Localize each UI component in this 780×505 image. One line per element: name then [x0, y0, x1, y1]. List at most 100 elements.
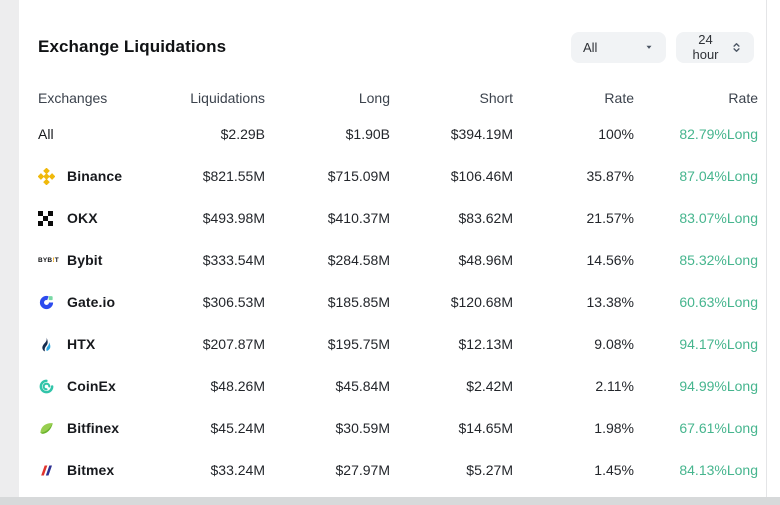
chevron-updown-icon [731, 41, 742, 54]
column-header-long: Long [358, 90, 390, 106]
short-value: $2.42M [466, 378, 513, 394]
rate-value: 100% [598, 126, 634, 142]
long-value: $45.84M [335, 378, 390, 394]
table-row[interactable]: CoinEx $48.26M $45.84M $2.42M 2.11% 94.99%Lon… [38, 365, 758, 407]
exchange-name: Gate.io [67, 294, 116, 310]
long-value: $284.58M [327, 252, 390, 268]
coinex-icon [38, 377, 58, 395]
exchange-cell: OKX [38, 209, 148, 227]
column-header-long-rate: Rate [728, 90, 758, 106]
card-header: Exchange Liquidations All 24 hour [38, 31, 758, 63]
long-rate-value: 67.61%Long [679, 420, 758, 436]
long-rate-value: 85.32%Long [679, 252, 758, 268]
column-header-exchanges: Exchanges [38, 90, 108, 106]
page-right-divider [766, 0, 767, 505]
long-rate-value: 60.63%Long [679, 294, 758, 310]
gate-icon [38, 293, 58, 311]
rate-value: 14.56% [586, 252, 634, 268]
long-value: $410.37M [327, 210, 390, 226]
bitfinex-icon [38, 419, 58, 437]
timeframe-filter-dropdown[interactable]: 24 hour [676, 31, 754, 63]
long-rate-value: 83.07%Long [679, 210, 758, 226]
short-value: $12.13M [458, 336, 513, 352]
long-rate-value: 84.13%Long [679, 462, 758, 478]
table-row[interactable]: Binance $821.55M $715.09M $106.46M 35.87% 87.… [38, 155, 758, 197]
rate-value: 9.08% [594, 336, 634, 352]
exchange-name: Bitmex [67, 462, 115, 478]
exchange-name: OKX [67, 210, 98, 226]
long-value: $30.59M [335, 420, 390, 436]
symbol-filter-dropdown[interactable]: All [571, 31, 666, 63]
liquidations-value: $45.24M [210, 420, 265, 436]
bybit-icon: BYB!T [38, 256, 59, 264]
long-rate-value: 82.79%Long [679, 126, 758, 142]
page-left-gutter [0, 0, 19, 505]
bitmex-icon [38, 461, 58, 479]
long-rate-value: 94.17%Long [679, 336, 758, 352]
table-row[interactable]: OKX $493.98M $410.37M $83.62M 21.57% 83.07%Lo… [38, 197, 758, 239]
rate-value: 1.98% [594, 420, 634, 436]
rate-value: 2.11% [595, 378, 634, 394]
rate-value: 35.87% [586, 168, 634, 184]
table-row[interactable]: Bitfinex $45.24M $30.59M $14.65M 1.98% 67.61%… [38, 407, 758, 449]
short-value: $106.46M [450, 168, 513, 184]
long-rate-value: 94.99%Long [679, 378, 758, 394]
table-body: All $2.29B $1.90B $394.19M 100% 82.79%Long Bin… [38, 113, 758, 491]
column-header-short: Short [479, 90, 513, 106]
column-header-rate: Rate [604, 90, 634, 106]
symbol-filter-value: All [583, 39, 598, 55]
short-value: $48.96M [458, 252, 513, 268]
table-row[interactable]: BYB!T Bybit $333.54M $284.58M $48.96M 14.56% 8… [38, 239, 758, 281]
exchange-cell: Bitfinex [38, 419, 148, 437]
liquidations-value: $33.24M [210, 462, 265, 478]
exchange-name: All [38, 126, 54, 142]
page-title: Exchange Liquidations [38, 37, 227, 56]
liquidations-value: $306.53M [202, 294, 265, 310]
column-header-liquidations: Liquidations [190, 90, 265, 106]
exchange-name: Bitfinex [67, 420, 120, 436]
long-value: $27.97M [335, 462, 390, 478]
exchange-cell: BYB!T Bybit [38, 251, 148, 269]
rate-value: 13.38% [586, 294, 634, 310]
page-bottom-edge [0, 497, 780, 505]
exchange-cell: Binance [38, 167, 148, 185]
exchange-cell: All [38, 126, 148, 142]
short-value: $83.62M [458, 210, 513, 226]
long-value: $195.75M [327, 336, 390, 352]
table-row[interactable]: All $2.29B $1.90B $394.19M 100% 82.79%Long [38, 113, 758, 155]
table-row[interactable]: Bitmex $33.24M $27.97M $5.27M 1.45% 84.13%Lon… [38, 449, 758, 491]
rate-value: 21.57% [586, 210, 634, 226]
long-value: $1.90B [345, 126, 390, 142]
short-value: $14.65M [458, 420, 513, 436]
binance-icon [38, 167, 58, 185]
chevron-down-icon [644, 42, 654, 52]
short-value: $394.19M [450, 126, 513, 142]
liquidations-value: $821.55M [202, 168, 265, 184]
liquidations-value: $2.29B [220, 126, 265, 142]
long-value: $185.85M [327, 294, 390, 310]
okx-icon [38, 209, 58, 227]
table-header-row: Exchanges Liquidations Long Short Rate R… [38, 83, 758, 113]
liquidations-value: $333.54M [202, 252, 265, 268]
exchange-cell: Gate.io [38, 293, 148, 311]
table-row[interactable]: Gate.io $306.53M $185.85M $120.68M 13.38% 60.… [38, 281, 758, 323]
short-value: $5.27M [466, 462, 513, 478]
filter-controls: All 24 hour [571, 31, 754, 63]
liquidations-value: $207.87M [202, 336, 265, 352]
exchange-cell: CoinEx [38, 377, 148, 395]
long-rate-value: 87.04%Long [679, 168, 758, 184]
liquidations-value: $48.26M [210, 378, 265, 394]
exchange-liquidations-card: Exchange Liquidations All 24 hour [22, 5, 766, 497]
exchange-name: HTX [67, 336, 96, 352]
long-value: $715.09M [327, 168, 390, 184]
table-row[interactable]: HTX $207.87M $195.75M $12.13M 9.08% 94.17%Lon… [38, 323, 758, 365]
exchange-cell: Bitmex [38, 461, 148, 479]
exchange-cell: HTX [38, 335, 148, 353]
exchange-name: Bybit [67, 252, 103, 268]
rate-value: 1.45% [594, 462, 634, 478]
exchange-name: Binance [67, 168, 123, 184]
short-value: $120.68M [450, 294, 513, 310]
exchange-name: CoinEx [67, 378, 116, 394]
htx-icon [38, 335, 58, 353]
